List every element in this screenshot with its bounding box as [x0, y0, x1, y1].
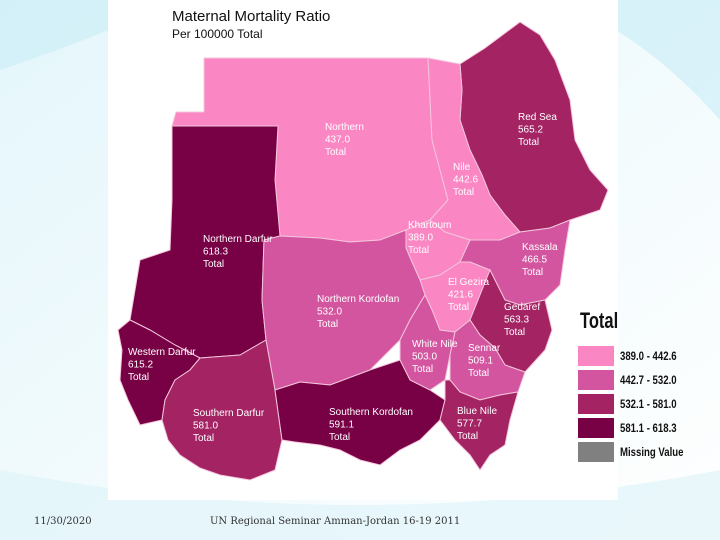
legend-swatch	[578, 370, 614, 390]
region-label: Southern Kordofan 591.1 Total	[329, 407, 413, 443]
region-southern-kordofan[interactable]	[274, 359, 446, 466]
region-label: Western Darfur 615.2 Total	[128, 347, 196, 383]
region-label: White Nile 503.0 Total	[412, 339, 458, 375]
map-subtitle: Per 100000 Total	[172, 27, 263, 41]
region-label: Southern Darfur 581.0 Total	[193, 408, 265, 444]
region-label: Nile 442.6 Total	[453, 162, 478, 198]
region-label: El Gezira 421.6 Total	[448, 277, 490, 313]
legend-label: 389.0 - 442.6	[620, 349, 677, 363]
region-label: Northern Darfur 618.3 Total	[203, 234, 273, 270]
legend-label: 581.1 - 618.3	[620, 421, 677, 435]
legend-title: Total	[580, 308, 619, 333]
footer-date: 11/30/2020	[34, 516, 92, 527]
region-label: Gedaref 563.3 Total	[504, 302, 540, 338]
legend-item: 581.1 - 618.3	[578, 418, 691, 438]
legend-label: 442.7 - 532.0	[620, 373, 677, 387]
region-label: Sennar 509.1 Total	[468, 343, 501, 379]
region-label: Red Sea 565.2 Total	[518, 112, 557, 148]
legend-swatch	[578, 418, 614, 438]
region-labels: Northern 437.0 Total Red Sea 565.2 Total Nile 4…	[128, 112, 558, 444]
region-white-nile[interactable]	[399, 293, 456, 391]
region-southern-darfur[interactable]	[161, 339, 283, 481]
legend-swatch	[578, 394, 614, 414]
legend-swatch	[578, 346, 614, 366]
region-label: Khartoum 389.0 Total	[408, 220, 451, 256]
region-label: Kassala 466.5 Total	[522, 242, 558, 278]
legend-item: 442.7 - 532.0	[578, 370, 691, 390]
region-label: Northern Kordofan 532.0 Total	[317, 294, 399, 330]
legend-label: Missing Value	[620, 445, 684, 459]
footer-text: UN Regional Seminar Amman-Jordan 16-19 2…	[210, 516, 461, 527]
legend-item: 389.0 - 442.6	[578, 346, 691, 366]
legend-swatch	[578, 442, 614, 462]
legend-item: Missing Value	[578, 442, 699, 462]
map-title: Maternal Mortality Ratio	[172, 8, 331, 25]
region-blue-nile[interactable]	[439, 379, 519, 471]
legend-label: 532.1 - 581.0	[620, 397, 677, 411]
region-label: Blue Nile 577.7 Total	[457, 406, 497, 442]
region-label: Northern 437.0 Total	[325, 122, 364, 158]
legend-item: 532.1 - 581.0	[578, 394, 691, 414]
